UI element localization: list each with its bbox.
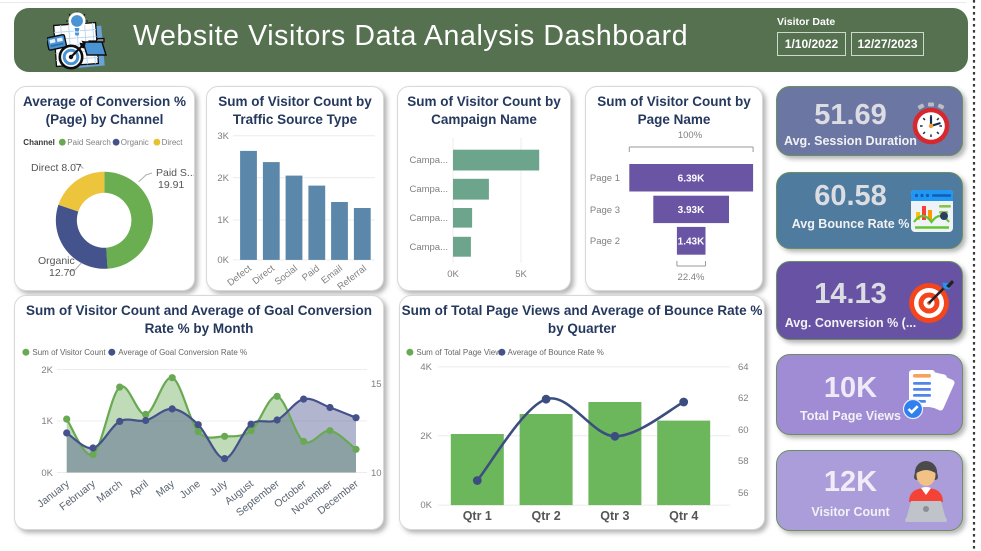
svg-text:15: 15 — [371, 379, 382, 390]
svg-text:10: 10 — [371, 468, 382, 479]
svg-text:100%: 100% — [678, 130, 703, 141]
svg-text:Average of Bounce Rate %: Average of Bounce Rate % — [508, 348, 604, 357]
svg-text:22.4%: 22.4% — [678, 272, 705, 283]
svg-text:Organic: Organic — [121, 138, 149, 147]
svg-text:1K: 1K — [41, 416, 53, 427]
svg-text:Paid: Paid — [300, 263, 322, 283]
svg-text:60: 60 — [738, 425, 749, 436]
svg-text:2K: 2K — [420, 431, 432, 442]
svg-text:0K: 0K — [420, 500, 432, 511]
svg-text:Channel: Channel — [23, 138, 55, 147]
svg-text:Qtr 3: Qtr 3 — [600, 509, 629, 523]
svg-text:Campa...: Campa... — [409, 213, 448, 224]
svg-text:1K: 1K — [217, 215, 229, 226]
svg-text:April: April — [127, 478, 151, 500]
svg-text:Paid Search: Paid Search — [67, 138, 111, 147]
svg-text:Campa...: Campa... — [409, 242, 448, 253]
svg-text:Campa...: Campa... — [409, 155, 448, 166]
svg-text:Qtr 2: Qtr 2 — [532, 509, 561, 523]
svg-text:Average of Goal Conversion Rat: Average of Goal Conversion Rate % — [118, 348, 247, 357]
svg-text:Page 1: Page 1 — [590, 173, 620, 184]
svg-text:19.91: 19.91 — [158, 179, 184, 191]
svg-text:Social: Social — [273, 263, 300, 288]
svg-text:3.93K: 3.93K — [678, 205, 705, 216]
svg-text:0K: 0K — [41, 468, 53, 479]
svg-text:Direct: Direct — [251, 263, 278, 287]
svg-text:June: June — [178, 478, 203, 502]
svg-text:Defect: Defect — [225, 263, 254, 289]
svg-text:64: 64 — [738, 362, 749, 373]
svg-text:0K: 0K — [447, 269, 459, 280]
svg-text:March: March — [94, 478, 125, 506]
svg-text:4K: 4K — [420, 362, 432, 373]
svg-text:Qtr 4: Qtr 4 — [669, 509, 698, 523]
svg-text:Paid S...: Paid S... — [156, 167, 194, 179]
svg-text:Sum of Total Page Views: Sum of Total Page Views — [416, 348, 505, 357]
svg-text:Page 2: Page 2 — [590, 236, 620, 247]
svg-text:56: 56 — [738, 488, 749, 499]
svg-text:58: 58 — [738, 456, 749, 467]
svg-text:2K: 2K — [217, 173, 229, 184]
svg-text:Organic: Organic — [38, 255, 75, 267]
svg-text:Direct 8.07: Direct 8.07 — [31, 162, 82, 174]
svg-text:Sum of Visitor Count: Sum of Visitor Count — [32, 348, 106, 357]
svg-text:62: 62 — [738, 393, 749, 404]
svg-text:3K: 3K — [217, 131, 229, 142]
svg-text:Direct: Direct — [162, 138, 184, 147]
svg-text:Campa...: Campa... — [409, 184, 448, 195]
svg-text:6.39K: 6.39K — [678, 174, 705, 185]
svg-text:May: May — [154, 477, 178, 499]
svg-text:Page 3: Page 3 — [590, 205, 620, 216]
svg-text:12.70: 12.70 — [49, 267, 75, 279]
svg-text:2K: 2K — [41, 365, 53, 376]
svg-text:Qtr 1: Qtr 1 — [463, 509, 492, 523]
svg-text:1.43K: 1.43K — [678, 237, 705, 248]
svg-text:0K: 0K — [217, 255, 229, 266]
svg-text:5K: 5K — [515, 269, 527, 280]
